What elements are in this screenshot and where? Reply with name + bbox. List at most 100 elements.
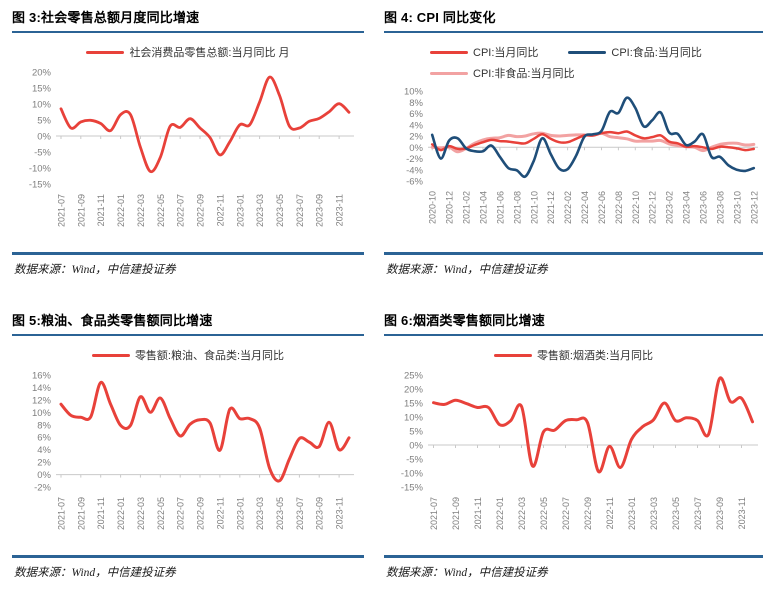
svg-text:10%: 10% xyxy=(32,100,52,111)
svg-text:-15%: -15% xyxy=(29,180,52,191)
svg-text:2021-12: 2021-12 xyxy=(546,191,556,224)
svg-text:0%: 0% xyxy=(409,143,423,154)
svg-text:2021-09: 2021-09 xyxy=(76,497,86,530)
svg-text:2%: 2% xyxy=(409,132,423,143)
panel-footer: 数据来源：Wind，中信建投证券 xyxy=(12,252,364,303)
svg-text:2022-11: 2022-11 xyxy=(215,497,225,529)
svg-text:12%: 12% xyxy=(32,395,52,406)
legend-item: 社会消费品零售总额:当月同比 月 xyxy=(86,44,290,60)
svg-text:2023-07: 2023-07 xyxy=(295,194,305,227)
chart-legend: 社会消费品零售总额:当月同比 月 xyxy=(86,44,290,60)
svg-text:0%: 0% xyxy=(409,441,423,452)
panel-footer: 数据来源：Wind，中信建投证券 xyxy=(384,252,763,303)
legend-label: 零售额:粮油、食品类:当月同比 xyxy=(134,350,285,362)
svg-text:-10%: -10% xyxy=(29,164,52,175)
svg-text:8%: 8% xyxy=(409,98,423,109)
svg-text:2022-03: 2022-03 xyxy=(517,497,527,530)
svg-text:6%: 6% xyxy=(409,109,423,120)
svg-text:2%: 2% xyxy=(37,458,51,469)
svg-text:10%: 10% xyxy=(32,408,52,419)
grain-food-retail-line-chart: 16%14%12% 10%8% 6%4% 2%0% -2% 2021-07 2021-09 2… xyxy=(32,371,354,530)
svg-text:2022-05: 2022-05 xyxy=(156,497,166,530)
svg-text:5%: 5% xyxy=(409,427,423,438)
svg-text:10%: 10% xyxy=(404,87,424,98)
title-rule xyxy=(384,31,763,33)
figure-title: 图 5:粮油、食品类零售额同比增速 xyxy=(12,313,213,328)
svg-text:15%: 15% xyxy=(404,399,424,410)
legend-line-swatch xyxy=(493,353,532,357)
svg-text:2021-09: 2021-09 xyxy=(451,497,461,530)
svg-text:2022-09: 2022-09 xyxy=(583,497,593,530)
legend-line-swatch xyxy=(91,353,130,357)
title-rule xyxy=(12,31,364,33)
svg-text:2021-09: 2021-09 xyxy=(76,194,86,227)
svg-text:2022-09: 2022-09 xyxy=(196,497,206,530)
cpi-line-chart: 10%8%6%4%2%0%-2%-4%-6% 2020-10 2020-12 2021… xyxy=(404,87,759,225)
legend-item: 零售额:粮油、食品类:当月同比 xyxy=(91,347,285,363)
svg-text:2022-05: 2022-05 xyxy=(156,194,166,227)
svg-text:2021-10: 2021-10 xyxy=(529,191,539,224)
svg-text:2021-08: 2021-08 xyxy=(512,191,522,224)
svg-text:-10%: -10% xyxy=(401,469,424,480)
legend-label: CPI:当月同比 xyxy=(473,47,539,59)
legend-line-swatch xyxy=(430,50,468,54)
svg-text:2022-04: 2022-04 xyxy=(580,191,590,224)
svg-text:2022-10: 2022-10 xyxy=(631,191,641,224)
figure-3-panel: 图 3:社会零售总额月度同比增速 社会消费品零售总额:当月同比 月 20% 15%… xyxy=(0,0,372,303)
panel-footer: 数据来源：Wind，中信建投证券 xyxy=(384,555,763,606)
title-rule xyxy=(12,334,364,336)
svg-text:-2%: -2% xyxy=(34,483,51,494)
svg-text:2023-03: 2023-03 xyxy=(255,194,265,227)
tobacco-alcohol-retail-line-chart: 25% 20% 15% 10% 5% 0% -5% -10% -15% 2021-07 2021-0… xyxy=(401,371,758,530)
figure-4-panel: 图 4: CPI 同比变化 CPI:当月同比 CPI:食品:当月同比 CPI:非食品… xyxy=(372,0,771,303)
figure-title: 图 3:社会零售总额月度同比增速 xyxy=(12,10,200,25)
svg-text:2022-02: 2022-02 xyxy=(563,191,573,224)
svg-text:2023-01: 2023-01 xyxy=(235,497,245,530)
svg-text:25%: 25% xyxy=(404,371,424,382)
figure-5-panel: 图 5:粮油、食品类零售额同比增速 零售额:粮油、食品类:当月同比 16% 14%… xyxy=(0,303,372,606)
figure-title: 图 4: CPI 同比变化 xyxy=(384,10,496,25)
figure-title: 图 6:烟酒类零售额同比增速 xyxy=(384,313,545,328)
legend-line-swatch xyxy=(430,71,468,75)
svg-text:20%: 20% xyxy=(404,385,424,396)
data-source-note: 数据来源：Wind，中信建投证券 xyxy=(14,264,176,276)
svg-text:-2%: -2% xyxy=(406,154,423,165)
svg-text:4%: 4% xyxy=(37,445,51,456)
svg-text:2023-11: 2023-11 xyxy=(335,194,345,226)
svg-text:6%: 6% xyxy=(37,433,51,444)
svg-text:2021-02: 2021-02 xyxy=(462,191,472,224)
footer-rule xyxy=(384,252,763,255)
svg-text:2021-04: 2021-04 xyxy=(479,191,489,224)
svg-text:2022-05: 2022-05 xyxy=(539,497,549,530)
svg-text:2023-01: 2023-01 xyxy=(235,194,245,227)
svg-text:2022-08: 2022-08 xyxy=(614,191,624,224)
svg-text:2020-10: 2020-10 xyxy=(428,191,438,224)
footer-rule xyxy=(12,252,364,255)
svg-text:2022-03: 2022-03 xyxy=(136,497,146,530)
svg-text:2021-11: 2021-11 xyxy=(96,194,106,226)
svg-text:2023-09: 2023-09 xyxy=(315,194,325,227)
svg-text:15%: 15% xyxy=(32,84,52,95)
svg-text:14%: 14% xyxy=(32,383,52,394)
svg-text:2023-09: 2023-09 xyxy=(715,497,725,530)
svg-text:2022-07: 2022-07 xyxy=(561,497,571,530)
footer-rule xyxy=(12,555,364,558)
svg-text:2021-07: 2021-07 xyxy=(57,194,67,227)
svg-text:2022-07: 2022-07 xyxy=(176,194,186,227)
legend-label: 零售额:烟酒类:当月同比 xyxy=(536,350,654,362)
svg-text:20%: 20% xyxy=(32,68,52,79)
svg-text:2022-11: 2022-11 xyxy=(215,194,225,226)
svg-text:2022-09: 2022-09 xyxy=(196,194,206,227)
retail-sales-line-chart: 20% 15% 10% 5% 0% -5% -10% -15% 2021-07 2021-09 20… xyxy=(29,68,354,227)
svg-text:2023-07: 2023-07 xyxy=(295,497,305,530)
legend-item: CPI:非食品:当月同比 xyxy=(430,65,574,81)
svg-text:2022-12: 2022-12 xyxy=(648,191,658,224)
svg-text:-5%: -5% xyxy=(406,455,423,466)
svg-text:2023-05: 2023-05 xyxy=(275,497,285,530)
svg-text:2023-10: 2023-10 xyxy=(732,191,742,224)
svg-text:2023-09: 2023-09 xyxy=(315,497,325,530)
svg-text:2023-03: 2023-03 xyxy=(649,497,659,530)
svg-text:2023-08: 2023-08 xyxy=(715,191,725,224)
figure-6-panel: 图 6:烟酒类零售额同比增速 零售额:烟酒类:当月同比 25% 20% 15% 10%… xyxy=(372,303,771,606)
